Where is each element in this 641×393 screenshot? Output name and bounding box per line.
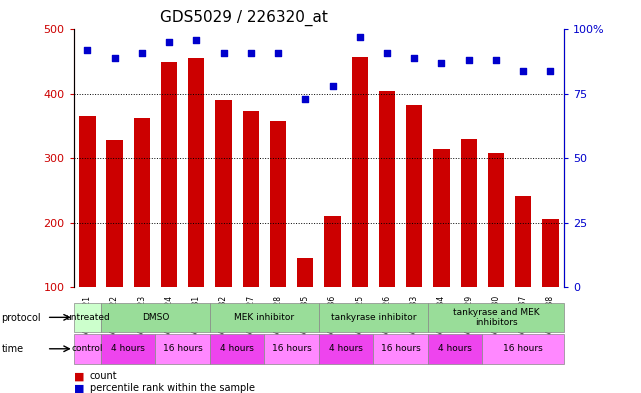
Bar [270, 121, 286, 287]
Text: control: control [72, 344, 103, 353]
Text: MEK inhibitor: MEK inhibitor [235, 313, 294, 322]
Text: 16 hours: 16 hours [381, 344, 420, 353]
Point [518, 68, 528, 74]
Text: 16 hours: 16 hours [272, 344, 312, 353]
Point [545, 68, 556, 74]
Text: 4 hours: 4 hours [329, 344, 363, 353]
Point [82, 47, 92, 53]
Bar [542, 219, 559, 287]
Bar [265, 334, 319, 364]
Bar [74, 303, 101, 332]
Text: GDS5029 / 226320_at: GDS5029 / 226320_at [160, 10, 328, 26]
Bar [74, 334, 101, 364]
Text: untreated: untreated [65, 313, 110, 322]
Text: 16 hours: 16 hours [503, 344, 543, 353]
Text: 4 hours: 4 hours [221, 344, 254, 353]
Text: protocol: protocol [1, 312, 41, 323]
Bar [210, 303, 319, 332]
Point [219, 50, 229, 56]
Bar [297, 258, 313, 287]
Bar [406, 105, 422, 287]
Point [382, 50, 392, 56]
Point [463, 57, 474, 64]
Bar [460, 139, 477, 287]
Text: ■: ■ [74, 383, 84, 393]
Point [300, 96, 310, 102]
Bar [101, 334, 155, 364]
Point [437, 60, 447, 66]
Text: percentile rank within the sample: percentile rank within the sample [90, 383, 254, 393]
Text: time: time [1, 344, 24, 354]
Point [191, 37, 201, 43]
Bar [210, 334, 265, 364]
Bar [379, 91, 395, 287]
Point [110, 55, 120, 61]
Text: 4 hours: 4 hours [112, 344, 145, 353]
Point [164, 39, 174, 46]
Bar [351, 57, 368, 287]
Point [137, 50, 147, 56]
Bar [161, 62, 178, 287]
Bar [515, 195, 531, 287]
Point [409, 55, 419, 61]
Bar [428, 303, 564, 332]
Bar [324, 216, 341, 287]
Bar [188, 58, 204, 287]
Point [354, 34, 365, 40]
Bar [215, 100, 232, 287]
Bar [374, 334, 428, 364]
Bar [106, 140, 123, 287]
Point [491, 57, 501, 64]
Bar [482, 334, 564, 364]
Bar [319, 334, 374, 364]
Bar [155, 334, 210, 364]
Text: 4 hours: 4 hours [438, 344, 472, 353]
Point [273, 50, 283, 56]
Text: DMSO: DMSO [142, 313, 169, 322]
Bar [243, 110, 259, 287]
Bar [101, 303, 210, 332]
Text: 16 hours: 16 hours [163, 344, 203, 353]
Bar [319, 303, 428, 332]
Bar [433, 149, 450, 287]
Bar [428, 334, 482, 364]
Text: tankyrase and MEK
inhibitors: tankyrase and MEK inhibitors [453, 308, 539, 327]
Bar [488, 153, 504, 287]
Text: tankyrase inhibitor: tankyrase inhibitor [331, 313, 416, 322]
Bar [134, 118, 150, 287]
Text: ■: ■ [74, 371, 84, 382]
Bar [79, 116, 96, 287]
Text: count: count [90, 371, 117, 382]
Point [328, 83, 338, 89]
Point [246, 50, 256, 56]
